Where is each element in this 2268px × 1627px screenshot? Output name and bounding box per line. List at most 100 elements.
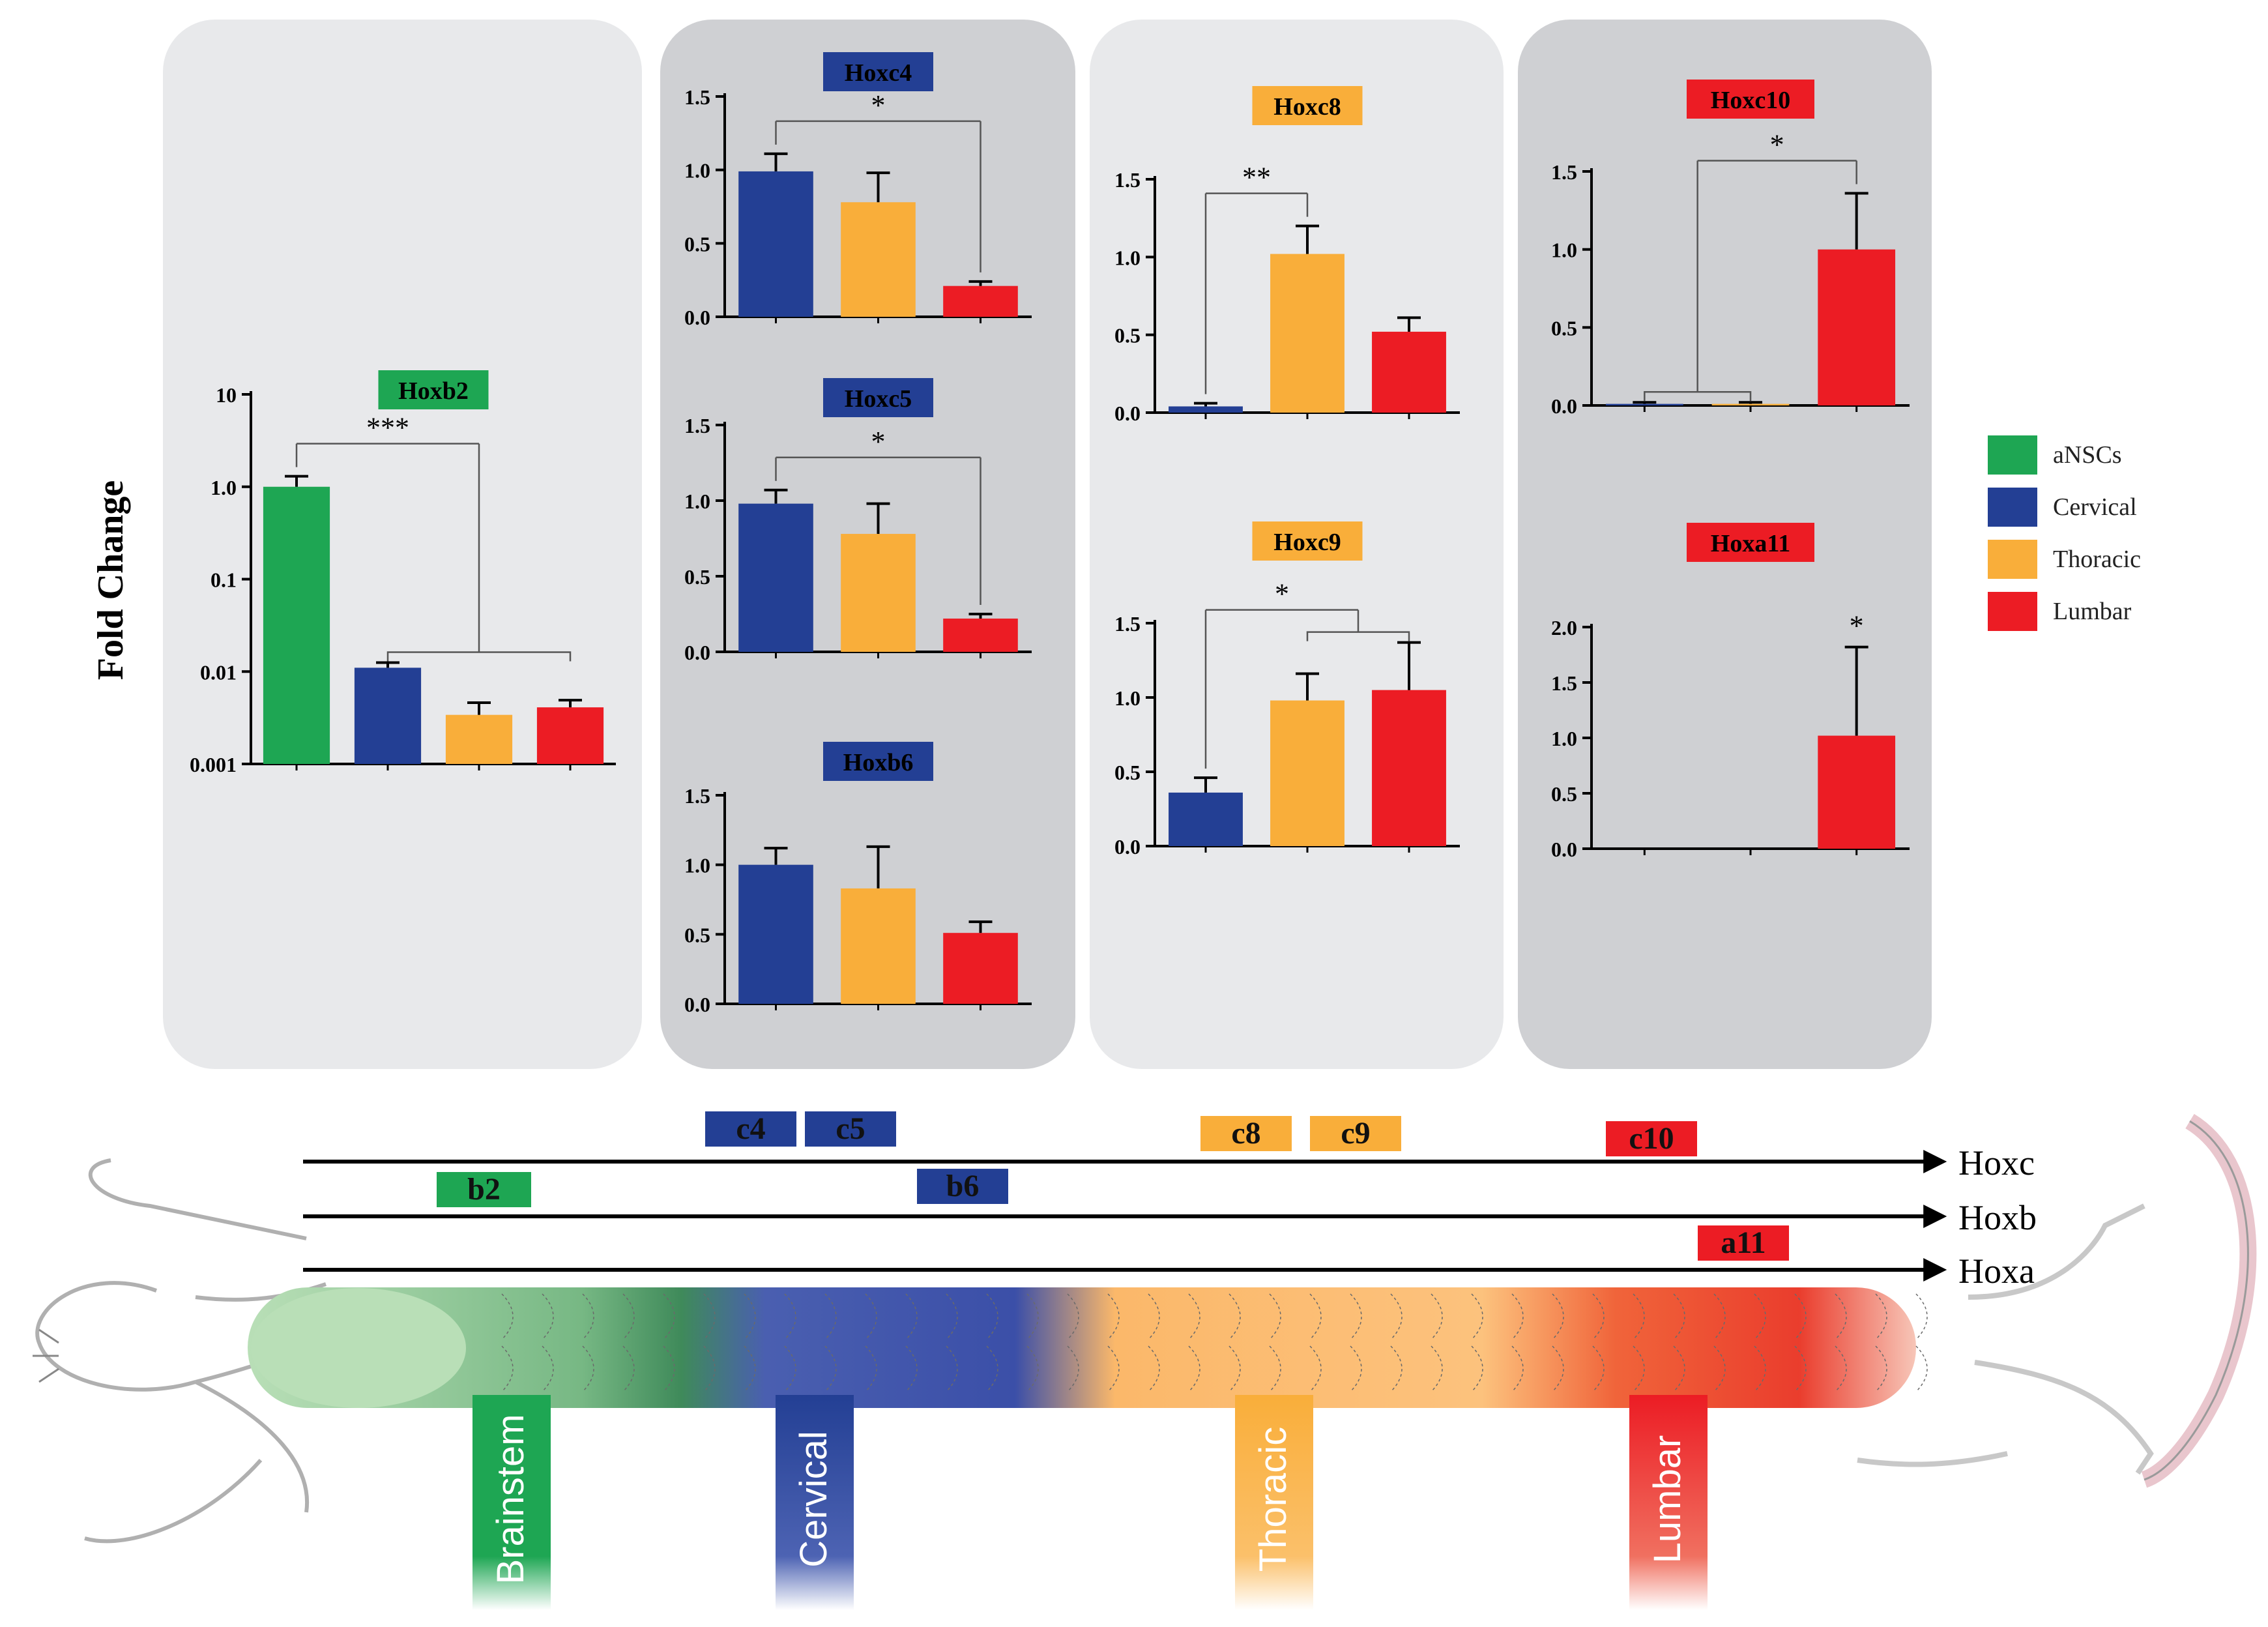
vertebra-line [1431, 1293, 1443, 1392]
chart-title: Hoxa11 [1711, 530, 1790, 557]
bar-lumbar [943, 618, 1018, 652]
vertebra-line [1269, 1293, 1281, 1392]
region-band-brainstem [472, 1395, 551, 1610]
y-tick-label: 1.5 [684, 784, 710, 808]
chart-title-badge [1687, 80, 1814, 119]
vertebra-line [501, 1293, 514, 1392]
bar-lumbar [943, 933, 1018, 1004]
vertebra-line [1915, 1293, 1928, 1392]
chart-title-badge [823, 52, 933, 91]
chart-title-badge [1252, 521, 1363, 561]
region-band-lumbar [1629, 1395, 1708, 1610]
region-label-cervical: Cervical [792, 1431, 835, 1568]
region-label-lumbar: Lumbar [1646, 1435, 1689, 1564]
y-tick-label: 1.5 [684, 85, 710, 109]
vertebra-line [703, 1293, 716, 1392]
row-label-hoxc: Hoxc [1958, 1143, 2035, 1182]
y-tick-label: 0.5 [1551, 316, 1577, 340]
gene-tag-label: a11 [1721, 1225, 1766, 1260]
chart-title-badge [823, 378, 933, 417]
y-tick-label: 1.0 [684, 854, 710, 877]
gene-tag-c8 [1200, 1116, 1292, 1151]
bar-lumbar [1372, 690, 1446, 846]
bar-anscs [263, 486, 330, 764]
bar-thoracic [1270, 700, 1345, 846]
y-tick-label: 0.5 [1114, 324, 1141, 347]
legend-swatch-thoracic [1988, 540, 2037, 579]
y-tick-label: 0.0 [1551, 838, 1577, 861]
significance-label: * [1850, 610, 1864, 642]
y-tick-label: 1.5 [1114, 612, 1141, 636]
y-tick-label: 1.5 [684, 414, 710, 437]
significance-label: * [871, 89, 886, 121]
legend-label-thoracic: Thoracic [2053, 546, 2141, 573]
bar-cervical [738, 503, 813, 652]
y-tick-label: 0.5 [1551, 782, 1577, 806]
bar-lumbar [1818, 249, 1896, 405]
chart-hoxc4: Hoxc4 0.0 0.5 1.0 1.5 * [684, 52, 1032, 329]
bar-cervical [738, 171, 813, 317]
region-labels: Brainstem Cervical Thoracic Lumbar [472, 1395, 1708, 1610]
y-tick-label: 0.0 [684, 993, 710, 1016]
bar-lumbar [943, 286, 1018, 317]
gene-tag-a11 [1698, 1225, 1789, 1261]
bar-thoracic [1711, 403, 1790, 405]
vertebra-line [865, 1293, 877, 1392]
y-tick-label: 1.5 [1551, 160, 1577, 184]
vertebra-line [1350, 1293, 1362, 1392]
y-tick-label: 0.5 [684, 923, 710, 946]
y-tick-label: 10 [216, 383, 237, 407]
chart-title: Hoxb2 [398, 377, 469, 405]
bar-lumbar [1818, 735, 1896, 849]
significance-label: *** [366, 412, 409, 444]
bar-cervical [738, 864, 813, 1004]
y-tick-label: 1.5 [1114, 168, 1141, 192]
vertebra-line [744, 1293, 756, 1392]
vertebra-line [1592, 1293, 1605, 1392]
vertebra-line [1309, 1293, 1322, 1392]
legend-swatch-lumbar [1988, 592, 2037, 631]
y-tick-label: 1.5 [1551, 671, 1577, 695]
y-tick-label: 0.5 [684, 232, 710, 256]
legend-label-anscs: aNSCs [2053, 441, 2122, 469]
bar-cervical [1605, 403, 1683, 405]
bar-lumbar [536, 707, 604, 764]
gene-tag-c4 [705, 1111, 796, 1147]
vertebra-line [1471, 1293, 1483, 1392]
row-label-hoxa: Hoxa [1958, 1252, 2035, 1291]
region-label-thoracic: Thoracic [1252, 1427, 1294, 1572]
vertebra-line [1228, 1293, 1241, 1392]
region-label-brainstem: Brainstem [489, 1414, 532, 1584]
gene-tag-label: b2 [467, 1172, 501, 1207]
gene-tag-label: c4 [736, 1111, 765, 1146]
chart-hoxb6: Hoxb6 0.0 0.5 1.0 1.5 [684, 742, 1032, 1016]
gene-tag-label: c10 [1629, 1121, 1674, 1156]
vertebra-line [784, 1293, 796, 1392]
vertebra-line [1794, 1293, 1807, 1392]
chart-title: Hoxc4 [845, 59, 912, 87]
bar-thoracic [445, 714, 513, 764]
gene-tag-b2 [437, 1172, 531, 1207]
vertebra-line [1552, 1293, 1564, 1392]
legend: aNSCs Cervical Thoracic Lumbar [1988, 435, 2141, 631]
vertebra-line [986, 1293, 998, 1392]
chart-title-badge [823, 742, 933, 781]
chart-title: Hoxc5 [845, 385, 912, 413]
significance-label: ** [1242, 162, 1271, 194]
y-tick-label: 1.0 [1551, 727, 1577, 750]
vertebra-line [824, 1293, 837, 1392]
significance-label: * [1275, 578, 1289, 610]
vertebra-line [1713, 1293, 1726, 1392]
bar-thoracic [1270, 254, 1345, 413]
region-band-thoracic [1235, 1395, 1313, 1610]
y-axis-title: Fold Change [91, 480, 131, 681]
vertebra-line [542, 1293, 554, 1392]
vertebra-line [1067, 1293, 1079, 1392]
chart-hoxb2: Hoxb2 10 1.0 0.1 0.01 0.001 *** [190, 370, 616, 776]
gene-tag-c5 [805, 1111, 896, 1147]
bar-cervical [354, 667, 422, 764]
y-tick-label: 1.0 [1114, 246, 1141, 269]
y-tick-label: 0.0 [1114, 835, 1141, 858]
spinal-cord-diagram: Hoxc Hoxb Hoxa c4 c5 c8 c9 c10 b2 b6 a11 Brains… [33, 1111, 2257, 1610]
y-tick-label: 0.0 [1551, 394, 1577, 418]
